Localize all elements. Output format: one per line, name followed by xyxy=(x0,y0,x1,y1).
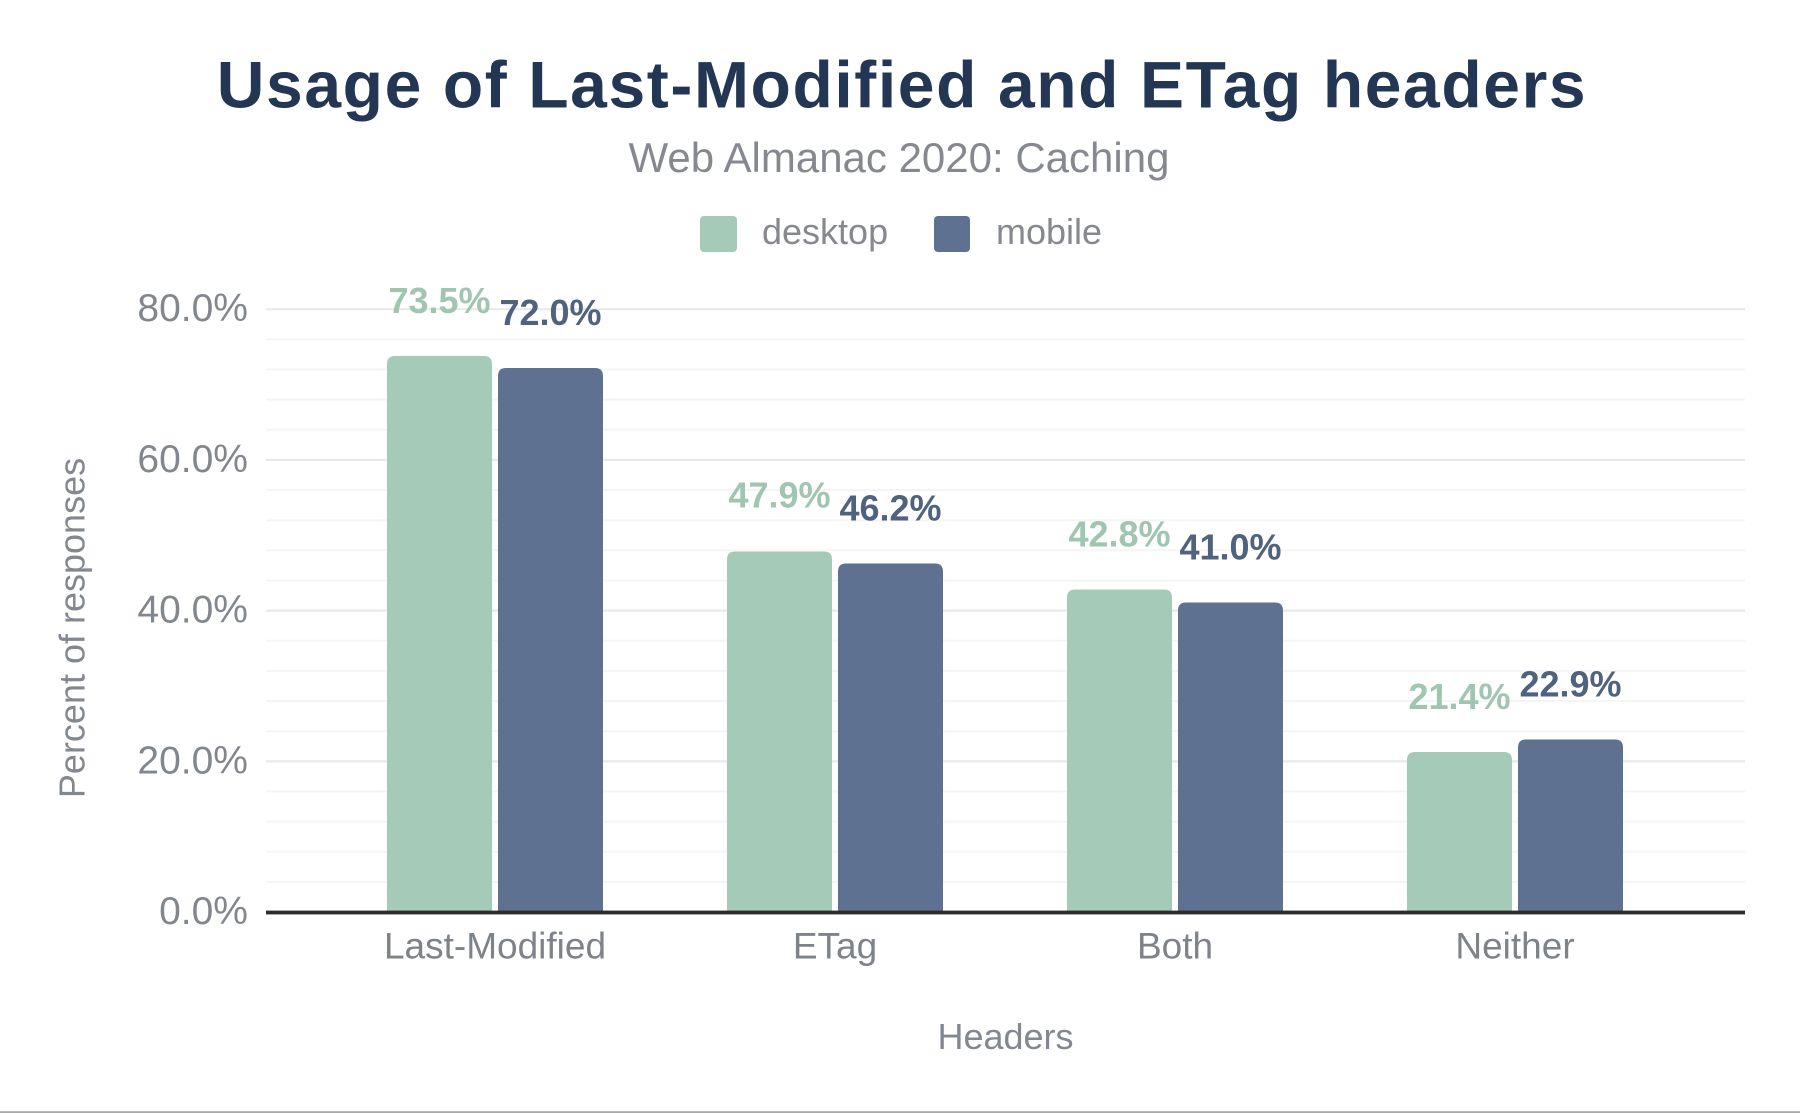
svg-text:41.0%: 41.0% xyxy=(1179,527,1281,568)
svg-text:Last-Modified: Last-Modified xyxy=(384,926,606,967)
svg-text:22.9%: 22.9% xyxy=(1519,664,1621,705)
svg-text:21.4%: 21.4% xyxy=(1408,676,1510,717)
svg-text:40.0%: 40.0% xyxy=(137,589,248,632)
svg-text:Usage of Last-Modified and ETa: Usage of Last-Modified and ETag headers xyxy=(217,48,1587,122)
svg-text:mobile: mobile xyxy=(996,211,1102,252)
svg-text:80.0%: 80.0% xyxy=(137,287,248,330)
svg-text:Both: Both xyxy=(1137,926,1213,967)
svg-text:42.8%: 42.8% xyxy=(1068,514,1170,555)
svg-text:Headers: Headers xyxy=(937,1016,1073,1057)
svg-text:Percent of responses: Percent of responses xyxy=(51,458,92,798)
svg-text:Web Almanac 2020: Caching: Web Almanac 2020: Caching xyxy=(629,134,1170,181)
svg-text:46.2%: 46.2% xyxy=(839,488,941,529)
svg-text:20.0%: 20.0% xyxy=(137,739,248,782)
svg-text:Neither: Neither xyxy=(1455,926,1574,967)
svg-text:60.0%: 60.0% xyxy=(137,438,248,481)
svg-text:0.0%: 0.0% xyxy=(159,890,248,933)
svg-text:47.9%: 47.9% xyxy=(728,475,830,516)
svg-text:desktop: desktop xyxy=(762,211,888,252)
svg-text:73.5%: 73.5% xyxy=(388,280,490,321)
svg-text:72.0%: 72.0% xyxy=(499,292,601,333)
svg-text:ETag: ETag xyxy=(793,926,877,967)
